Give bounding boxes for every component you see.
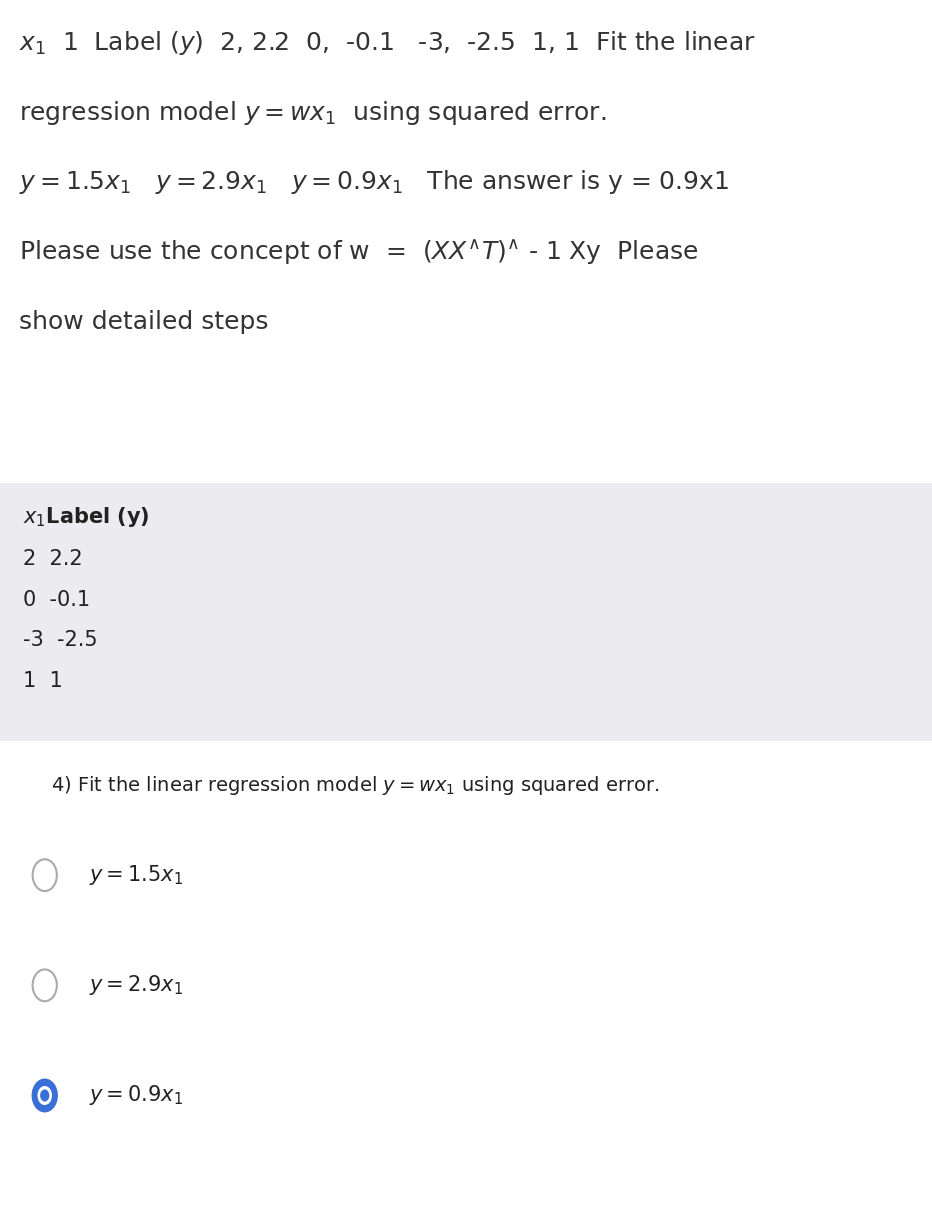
Text: $x_1$  1  Label $(y)$  2, 2.2  0,  -0.1   -3,  -2.5  1, 1  Fit the linear: $x_1$ 1 Label $(y)$ 2, 2.2 0, -0.1 -3, -… xyxy=(19,29,756,56)
Text: 4) Fit the linear regression model $y = wx_1$ using squared error.: 4) Fit the linear regression model $y = … xyxy=(51,775,660,797)
Text: 1  1: 1 1 xyxy=(23,671,63,690)
Text: show detailed steps: show detailed steps xyxy=(19,310,268,334)
Text: $y = 1.5x_1$   $y = 2.9x_1$   $y = 0.9x_1$   The answer is y = 0.9x1: $y = 1.5x_1$ $y = 2.9x_1$ $y = 0.9x_1$ T… xyxy=(19,169,729,196)
Bar xyxy=(0,483,932,741)
Text: $x_1$Label (y): $x_1$Label (y) xyxy=(23,504,150,529)
Circle shape xyxy=(40,1089,49,1102)
Text: 2  2.2: 2 2.2 xyxy=(23,550,83,569)
Text: regression model $y = wx_1$  using squared error.: regression model $y = wx_1$ using square… xyxy=(19,99,606,126)
Circle shape xyxy=(33,1080,57,1111)
Text: $y = 2.9x_1$: $y = 2.9x_1$ xyxy=(89,973,183,998)
Circle shape xyxy=(37,1086,52,1105)
Bar xyxy=(0,741,932,1224)
Text: Please use the concept of w  =  $(XX^{\wedge}T)^{\wedge}$ - 1 Xy  Please: Please use the concept of w = $(XX^{\wed… xyxy=(19,237,698,267)
Text: $y = 0.9x_1$: $y = 0.9x_1$ xyxy=(89,1083,183,1108)
Text: -3  -2.5: -3 -2.5 xyxy=(23,630,98,650)
Circle shape xyxy=(33,859,57,891)
Text: $y = 1.5x_1$: $y = 1.5x_1$ xyxy=(89,863,183,887)
Circle shape xyxy=(33,969,57,1001)
Bar xyxy=(0,0,932,483)
Text: 0  -0.1: 0 -0.1 xyxy=(23,590,90,610)
